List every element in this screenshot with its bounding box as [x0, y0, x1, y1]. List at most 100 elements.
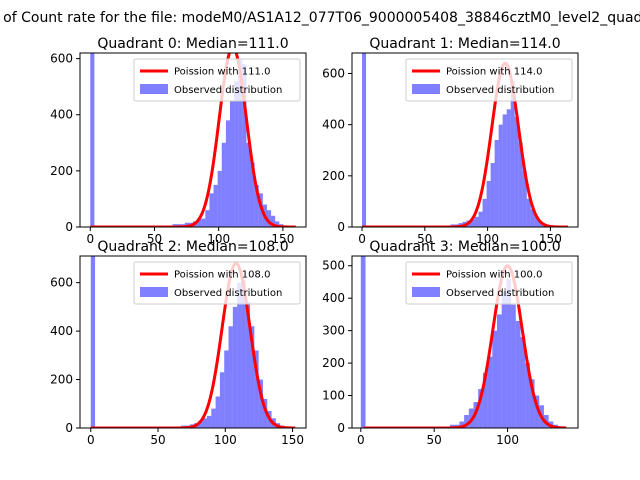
plot-area	[90, 53, 296, 227]
legend-observed-label: Observed distribution	[174, 288, 282, 299]
y-tick-label: 200	[50, 164, 73, 178]
histogram-bar	[362, 53, 367, 227]
legend-poisson-label: Poission with 108.0	[174, 270, 270, 281]
histogram-bar	[518, 142, 523, 227]
histogram-bar	[250, 326, 255, 428]
poisson-curve	[363, 264, 567, 428]
histogram-bar	[245, 302, 251, 428]
x-tick-label: 0	[86, 232, 94, 246]
quadrant-panel-2: 0 50 100 150 0 200 400 600 Quadrant 2: Median=10…	[50, 239, 307, 447]
histogram-bar	[198, 420, 203, 428]
y-tick-label: 0	[65, 421, 73, 435]
legend-observed-swatch	[412, 84, 440, 94]
y-tick-label: 600	[50, 276, 73, 290]
poisson-curve	[90, 53, 296, 227]
legend: Poission with 111.0 Observed distribution	[133, 58, 301, 102]
axes-frame	[351, 255, 579, 429]
legend-observed-label: Observed distribution	[174, 85, 282, 96]
histogram-bar	[197, 218, 202, 227]
x-tick-label: 0	[87, 433, 95, 447]
y-tick-label: 0	[337, 220, 345, 234]
panel-title: Quadrant 2: Median=108.0	[97, 239, 288, 255]
histogram-bar	[490, 163, 495, 227]
x-tick-label: 100	[496, 433, 519, 447]
histogram-bar	[232, 306, 238, 428]
histogram-bar	[474, 216, 479, 227]
histogram-bar	[534, 216, 539, 227]
histogram-bar	[209, 193, 214, 227]
x-tick-label: 50	[417, 232, 432, 246]
histogram-bar	[511, 304, 516, 428]
panel-title: Quadrant 3: Median=100.0	[369, 239, 560, 255]
histogram-bar	[487, 356, 493, 428]
histogram-bar	[262, 398, 268, 428]
y-tick-label: 0	[337, 421, 345, 435]
histogram-bar	[254, 350, 259, 428]
y-tick-label: 300	[322, 324, 345, 338]
histogram-bar	[242, 64, 247, 227]
histogram-bar	[202, 418, 207, 428]
histogram-bar	[506, 278, 512, 428]
histogram-bar	[482, 372, 488, 428]
histogram-bar	[478, 389, 483, 428]
quadrant-panel-1: 0 50 100 150 0 200 400 600 Quadrant 1: Median=11…	[322, 36, 579, 246]
histogram-bar	[530, 209, 535, 227]
histogram-bar	[215, 396, 220, 428]
y-tick-label: 400	[50, 108, 73, 122]
y-tick-label: 100	[322, 389, 345, 403]
histogram-bar	[225, 120, 230, 227]
histogram-bar	[520, 337, 526, 428]
figure-title: Histogram of Count rate for the file: mo…	[0, 10, 640, 26]
y-tick-label: 600	[50, 52, 73, 66]
y-tick-label: 200	[322, 356, 345, 370]
legend: Poission with 114.0 Observed distribution	[405, 58, 573, 102]
histogram-bar	[250, 162, 255, 227]
histogram-bar	[224, 350, 229, 428]
x-tick-label: 50	[427, 433, 442, 447]
legend-box	[405, 261, 573, 305]
legend-observed-label: Observed distribution	[446, 288, 554, 299]
histogram-bar	[237, 282, 242, 428]
histogram-bar	[246, 142, 251, 227]
plot-area	[360, 256, 567, 428]
histogram-bar	[515, 320, 521, 428]
poisson-curve	[90, 261, 296, 428]
y-tick-label: 400	[50, 324, 73, 338]
histogram-bar	[494, 140, 499, 227]
histogram-bar	[221, 142, 226, 227]
x-tick-label: 150	[281, 433, 304, 447]
histogram-bar	[492, 330, 497, 428]
histogram-bar	[510, 81, 515, 227]
legend-observed-label: Observed distribution	[446, 85, 554, 96]
panel-title: Quadrant 1: Median=114.0	[369, 36, 560, 52]
quadrant-panels: 0 50 100 150 0 200 400 600 Quadrant 0: Median=11…	[50, 36, 579, 447]
histogram-bar	[478, 211, 483, 227]
histogram-bar	[522, 170, 527, 227]
x-tick-label: 0	[357, 433, 365, 447]
histogram-bar	[486, 180, 491, 227]
histogram-bar	[271, 215, 276, 227]
histogram-bar	[228, 326, 233, 428]
y-tick-label: 500	[322, 259, 345, 273]
histogram-bar	[360, 256, 366, 428]
plot-area	[362, 53, 568, 227]
legend-observed-swatch	[140, 287, 168, 297]
histogram-bar	[266, 210, 272, 227]
legend-poisson-label: Poission with 100.0	[446, 270, 542, 281]
y-tick-label: 400	[322, 291, 345, 305]
histogram-bar	[506, 109, 511, 227]
x-tick-label: 0	[358, 232, 366, 246]
histogram-bar	[470, 219, 475, 227]
histogram-bar	[502, 114, 507, 227]
histogram-bar	[234, 81, 239, 227]
quadrant-panel-0: 0 50 100 150 0 200 400 600 Quadrant 0: Median=11…	[50, 36, 307, 246]
y-tick-label: 0	[65, 220, 73, 234]
x-tick-label: 50	[150, 433, 165, 447]
legend-observed-swatch	[140, 84, 168, 94]
histogram-bar	[514, 116, 519, 227]
histogram-bar	[534, 395, 540, 428]
legend-poisson-label: Poission with 114.0	[446, 67, 542, 78]
legend-observed-swatch	[412, 287, 440, 297]
histogram-bar	[184, 222, 189, 227]
axes-frame	[351, 52, 579, 228]
